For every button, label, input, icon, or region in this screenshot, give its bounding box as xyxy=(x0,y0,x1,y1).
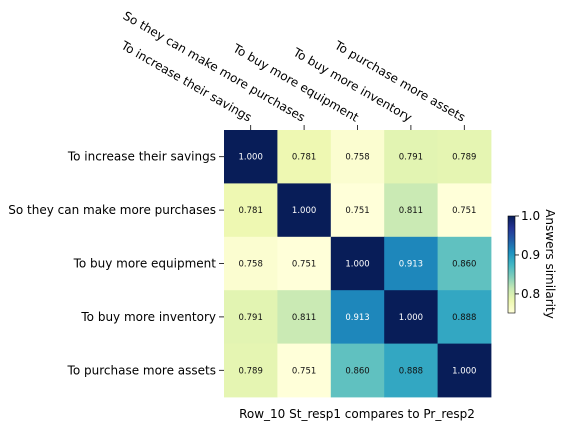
row-tick-label: To buy more equipment xyxy=(73,257,217,271)
row-labels: To increase their savings So they can mak… xyxy=(8,150,224,377)
cell-value-label: 1.000 xyxy=(239,153,263,163)
cell-value-label: 1.000 xyxy=(452,366,476,376)
colorbar-tick-label: 0.8 xyxy=(521,287,540,301)
row-tick-label: To buy more inventory xyxy=(80,310,216,324)
cell-value-label: 0.751 xyxy=(292,260,316,270)
x-axis-label: Row_10 St_resp1 compares to Pr_resp2 xyxy=(239,407,475,421)
cell-value-label: 0.888 xyxy=(452,313,476,323)
heatmap-cell xyxy=(224,183,278,238)
heatmap-cell xyxy=(437,130,492,184)
cell-value-label: 0.913 xyxy=(399,260,423,270)
cell-value-label: 0.781 xyxy=(292,153,316,163)
cell-value-label: 0.751 xyxy=(452,206,476,216)
cell-value-label: 0.791 xyxy=(399,153,423,163)
cell-value-label: 0.913 xyxy=(345,313,369,323)
cell-value-label: 0.860 xyxy=(452,260,476,270)
heatmap-cell xyxy=(277,343,332,398)
row-tick-label: To purchase more assets xyxy=(67,363,216,377)
cell-value-labels: 1.000 0.781 0.758 0.791 0.789 0.781 1.000 0.751… xyxy=(239,153,477,377)
cell-value-label: 0.811 xyxy=(399,206,423,216)
heatmap-cell xyxy=(224,130,278,184)
heatmap-cell xyxy=(224,343,278,398)
colorbar-label: Answers similarity xyxy=(543,209,557,319)
heatmap-cell xyxy=(277,290,332,344)
cell-value-label: 0.751 xyxy=(345,206,369,216)
heatmap-cell xyxy=(330,236,385,291)
heatmap-cell xyxy=(437,236,492,291)
cell-value-label: 0.811 xyxy=(292,313,316,323)
heatmap-cell xyxy=(224,236,278,291)
colorbar-tick-label: 0.9 xyxy=(521,248,540,262)
heatmap-cell xyxy=(384,236,438,291)
cell-value-label: 0.860 xyxy=(345,366,369,376)
colorbar: 0.8 0.9 1.0 xyxy=(507,209,540,314)
cell-value-label: 1.000 xyxy=(399,313,423,323)
heatmap-cell xyxy=(277,183,332,238)
heatmap-cell xyxy=(384,290,438,344)
heatmap-cell xyxy=(330,130,385,184)
cell-value-label: 0.888 xyxy=(399,366,423,376)
heatmap-cell xyxy=(330,183,385,238)
cell-value-label: 0.758 xyxy=(239,260,263,270)
colorbar-tick-label: 1.0 xyxy=(521,209,540,223)
heatmap-cell xyxy=(384,183,438,238)
cell-value-label: 1.000 xyxy=(345,260,369,270)
cell-value-label: 0.791 xyxy=(239,313,263,323)
cell-value-label: 0.751 xyxy=(292,366,316,376)
heatmap-cell xyxy=(437,290,492,344)
cell-value-label: 0.789 xyxy=(239,366,263,376)
heatmap-cell xyxy=(224,290,278,344)
cell-value-label: 0.789 xyxy=(452,153,476,163)
heatmap-cells xyxy=(224,130,492,398)
heatmap-cell xyxy=(330,343,385,398)
colorbar-gradient xyxy=(507,215,516,314)
cell-value-label: 1.000 xyxy=(292,206,316,216)
heatmap-cell xyxy=(437,183,492,238)
heatmap-cell xyxy=(437,343,492,398)
heatmap-cell xyxy=(330,290,385,344)
cell-value-label: 0.781 xyxy=(239,206,263,216)
row-tick-label: So they can make more purchases xyxy=(8,203,216,217)
heatmap-cell xyxy=(277,130,332,184)
heatmap-cell xyxy=(384,343,438,398)
heatmap-cell xyxy=(384,130,438,184)
heatmap-cell xyxy=(277,236,332,291)
cell-value-label: 0.758 xyxy=(345,153,369,163)
row-tick-label: To increase their savings xyxy=(67,150,216,164)
